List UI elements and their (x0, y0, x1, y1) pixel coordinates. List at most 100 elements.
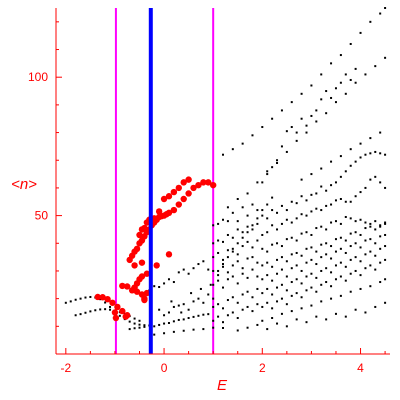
data-point (295, 239, 298, 242)
x-tick-label: 0 (161, 361, 168, 375)
data-point (266, 301, 269, 304)
highlight-point (185, 190, 192, 197)
data-point (251, 268, 254, 271)
data-point (177, 271, 180, 274)
data-point (241, 293, 244, 296)
data-point (104, 301, 107, 304)
data-point (305, 214, 308, 217)
data-point (334, 87, 337, 90)
data-point (310, 272, 313, 275)
data-point (172, 320, 175, 323)
data-point (236, 220, 239, 223)
data-point (199, 287, 202, 290)
data-point (295, 139, 298, 142)
data-point (226, 220, 229, 223)
data-point (354, 269, 357, 272)
data-point (364, 311, 367, 314)
data-point (320, 73, 323, 76)
data-point (330, 297, 333, 300)
data-point (222, 258, 224, 261)
data-point (212, 297, 215, 300)
data-point (261, 181, 264, 184)
data-point (379, 281, 382, 284)
data-point (128, 320, 131, 323)
data-point (280, 256, 283, 259)
data-point (172, 281, 175, 284)
data-point (261, 126, 264, 129)
data-point (187, 272, 190, 275)
data-point (359, 218, 362, 221)
data-point (379, 12, 382, 15)
data-point (369, 225, 372, 228)
data-point (310, 304, 313, 307)
data-point (305, 131, 308, 134)
data-point (384, 7, 387, 9)
data-point (226, 314, 229, 317)
data-point (334, 181, 337, 184)
data-point (334, 238, 337, 241)
data-point (163, 322, 166, 325)
data-point (222, 265, 224, 268)
y-tick-label: 50 (35, 209, 49, 223)
data-point (241, 272, 244, 275)
data-point (276, 286, 279, 289)
highlight-point (138, 259, 146, 266)
data-point (241, 142, 244, 145)
data-point (133, 322, 136, 325)
data-point (226, 299, 229, 302)
data-point (285, 209, 288, 212)
data-point (109, 308, 112, 311)
data-point (231, 264, 234, 267)
data-point (325, 253, 328, 256)
data-point (222, 218, 224, 221)
data-point (334, 278, 337, 281)
highlight-point (136, 231, 143, 239)
data-point (364, 227, 367, 230)
data-point (172, 305, 175, 308)
data-point (320, 256, 323, 259)
data-point (374, 305, 377, 308)
highlight-point (170, 188, 178, 196)
data-point (192, 267, 195, 270)
data-point (241, 267, 244, 270)
data-point (290, 101, 293, 104)
energy-window-lines (114, 8, 215, 354)
data-point (369, 238, 372, 241)
data-point (334, 264, 337, 267)
data-point (325, 318, 328, 321)
data-point (222, 326, 224, 329)
data-point (138, 323, 141, 326)
data-point (300, 195, 303, 198)
data-point (163, 282, 166, 285)
data-point (310, 233, 313, 236)
data-point (359, 31, 362, 34)
data-point (246, 305, 249, 308)
data-point (300, 213, 303, 216)
data-point (374, 175, 377, 178)
data-point (354, 256, 357, 259)
data-point (339, 54, 342, 57)
data-point (349, 232, 352, 235)
data-point (354, 231, 357, 234)
data-point (315, 120, 318, 123)
data-point (334, 220, 337, 223)
data-point (325, 204, 328, 207)
data-point (256, 261, 259, 264)
data-point (280, 268, 283, 271)
data-point (158, 323, 161, 326)
data-point (261, 233, 264, 236)
data-point (241, 231, 244, 234)
data-point (104, 308, 107, 311)
data-point (300, 254, 303, 257)
data-point (84, 311, 87, 314)
highlight-points (94, 176, 217, 322)
data-point (384, 221, 387, 224)
data-point (246, 257, 249, 260)
data-point (251, 134, 254, 137)
highlight-point (143, 270, 151, 277)
axes: 50 100 -2 0 2 4 (28, 8, 390, 375)
data-point (300, 269, 303, 272)
data-point (222, 153, 224, 156)
data-point (280, 109, 283, 112)
data-point (320, 209, 323, 212)
